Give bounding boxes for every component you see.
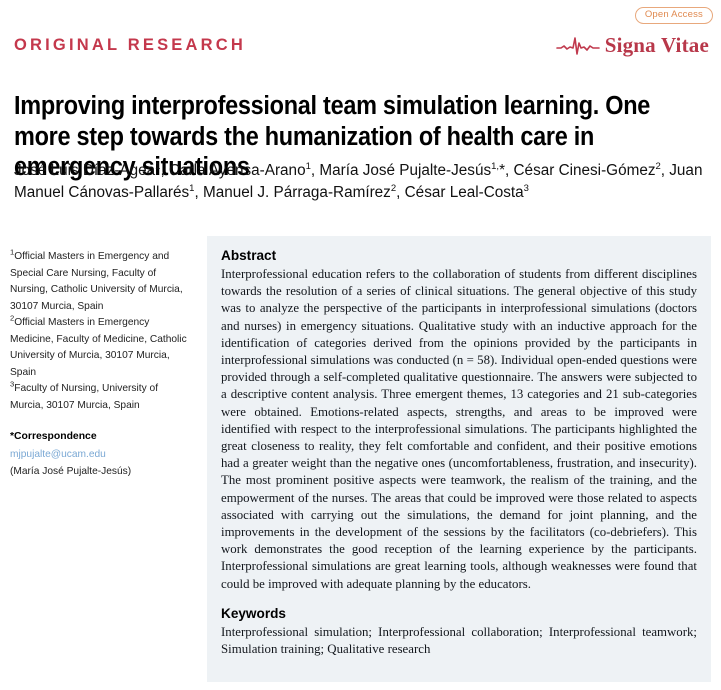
abstract-heading: Abstract — [221, 248, 277, 263]
author-list: José Luis Díaz-Agea1, Carla Ayensa-Arano… — [14, 160, 703, 201]
correspondence-heading: *Correspondence — [10, 431, 97, 443]
journal-logo[interactable]: Signa Vitae — [555, 32, 709, 57]
affiliations: 1Official Masters in Emergency and Speci… — [10, 247, 187, 411]
journal-name: Signa Vitae — [604, 32, 709, 57]
open-access-badge[interactable]: Open Access — [634, 7, 713, 24]
correspondence-name: (María José Pujalte-Jesús) — [10, 465, 132, 477]
keywords-heading: Keywords — [221, 605, 286, 621]
correspondence-email-link[interactable]: mjpujalte@ucam.edu — [10, 449, 106, 460]
abstract-text: Interprofessional education refers to th… — [221, 267, 697, 591]
abstract-panel: Abstract Interprofessional education ref… — [207, 236, 711, 682]
ecg-heartbeat-icon — [555, 34, 600, 56]
article-type-label: ORIGINAL RESEARCH — [14, 36, 246, 54]
page-title: Improving interprofessional team simulat… — [14, 92, 651, 182]
affiliation-sidebar: 1Official Masters in Emergency and Speci… — [10, 247, 190, 480]
open-access-badge-container: Open Access — [634, 4, 713, 24]
article-header: ORIGINAL RESEARCH Signa Vitae — [14, 34, 709, 66]
keywords-text: Interprofessional simulation; Interprofe… — [221, 624, 697, 657]
